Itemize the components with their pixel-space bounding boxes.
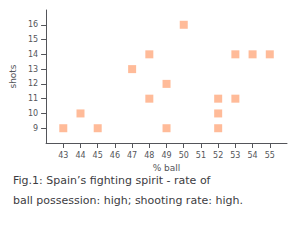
svg-text:% ball: % ball (153, 163, 181, 173)
svg-text:54: 54 (247, 151, 257, 160)
svg-text:45: 45 (93, 151, 103, 160)
svg-text:Fig.1: Spain’s fighting spirit: Fig.1: Spain’s fighting spirit - rate of (13, 174, 212, 187)
svg-text:49: 49 (161, 151, 171, 160)
svg-text:16: 16 (28, 20, 38, 29)
svg-text:53: 53 (230, 151, 240, 160)
svg-text:46: 46 (110, 151, 120, 160)
svg-text:48: 48 (144, 151, 154, 160)
svg-text:43: 43 (58, 151, 68, 160)
svg-text:13: 13 (28, 65, 38, 74)
svg-text:44: 44 (75, 151, 85, 160)
svg-text:47: 47 (127, 151, 137, 160)
svg-text:15: 15 (28, 35, 38, 44)
svg-text:55: 55 (265, 151, 275, 160)
svg-text:51: 51 (196, 151, 206, 160)
svg-text:52: 52 (213, 151, 223, 160)
svg-text:14: 14 (28, 50, 38, 59)
svg-text:9: 9 (33, 124, 38, 133)
svg-text:50: 50 (179, 151, 189, 160)
svg-text:shots: shots (8, 64, 18, 88)
svg-text:10: 10 (28, 109, 38, 118)
svg-text:11: 11 (28, 94, 38, 103)
svg-text:ball possession: high; shootin: ball possession: high; shooting rate: hi… (13, 194, 243, 207)
svg-text:12: 12 (28, 79, 38, 88)
